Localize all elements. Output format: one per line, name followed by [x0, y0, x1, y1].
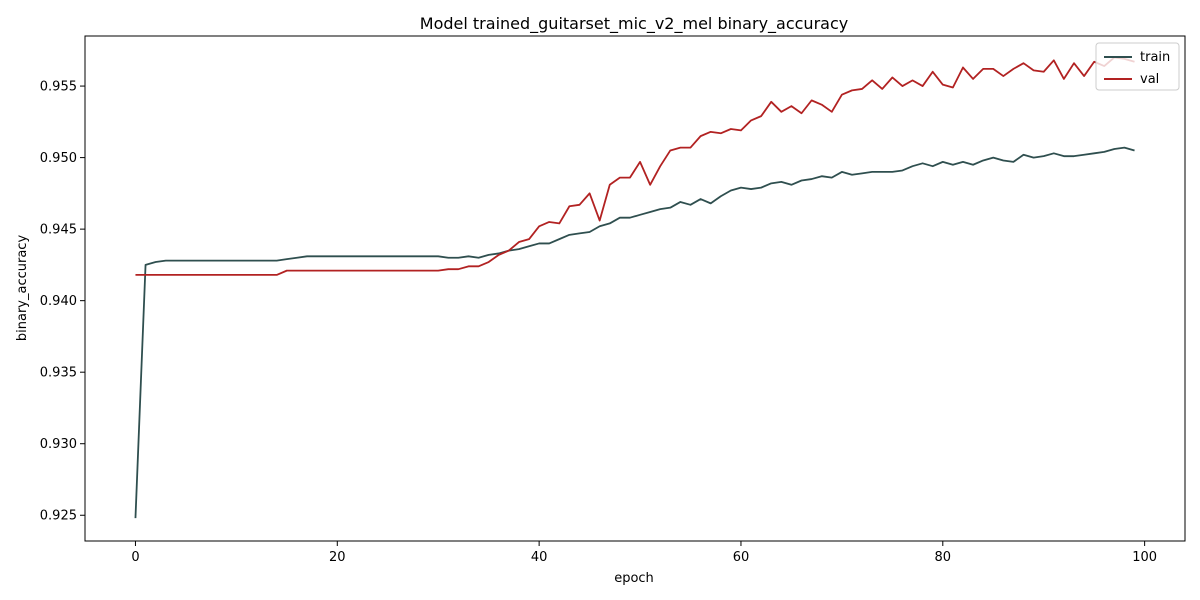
x-tick-label: 60	[733, 550, 750, 565]
series-line-train	[134, 146, 1135, 519]
x-tick-label: 100	[1132, 550, 1157, 565]
x-tick-label: 40	[531, 550, 548, 565]
x-tick-label: 20	[329, 550, 346, 565]
y-axis: 0.925 0.930 0.935 0.940 0.945 0.950 0.955	[40, 80, 85, 524]
y-tick-label: 0.940	[40, 294, 77, 309]
x-axis: 0 20 40 60 80 100	[131, 541, 1157, 565]
y-tick-label: 0.930	[40, 437, 77, 452]
x-tick-label: 80	[935, 550, 952, 565]
series-layer	[134, 56, 1135, 519]
series-line-val	[135, 56, 1135, 276]
y-tick-label: 0.955	[40, 80, 77, 95]
plot-frame	[84, 35, 1186, 542]
chart-title: Model trained_guitarset_mic_v2_mel binar…	[420, 14, 848, 34]
x-axis-label: epoch	[614, 571, 654, 586]
y-tick-label: 0.925	[40, 509, 77, 524]
y-tick-label: 0.935	[40, 366, 77, 381]
y-tick-label: 0.945	[40, 223, 77, 238]
legend-label-val: val	[1140, 72, 1159, 87]
legend: train val	[1095, 42, 1180, 91]
y-tick-label: 0.950	[40, 151, 77, 166]
legend-label-train: train	[1140, 50, 1170, 65]
x-tick-label: 0	[131, 550, 139, 565]
y-axis-label: binary_accuracy	[15, 235, 30, 342]
